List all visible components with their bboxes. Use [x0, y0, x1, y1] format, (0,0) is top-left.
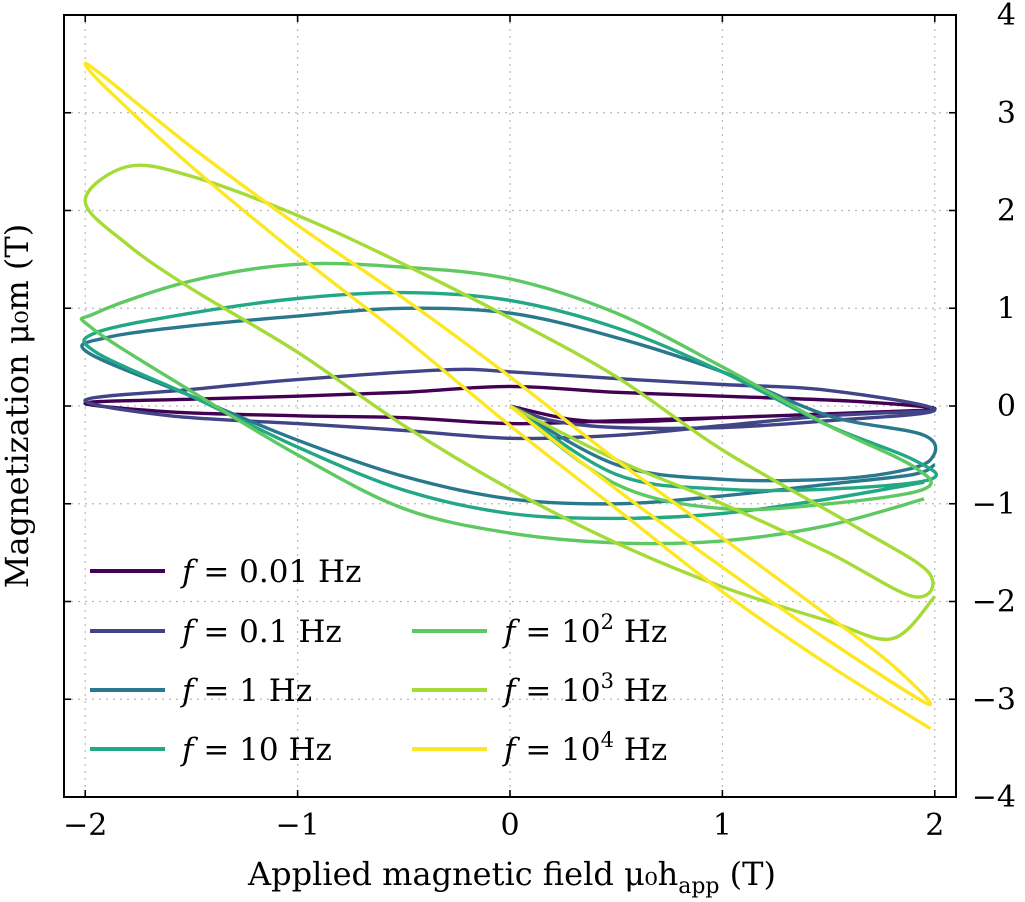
series-line-5: [83, 163, 937, 642]
y-tick-label: 3: [997, 96, 1016, 131]
x-axis-title: Applied magnetic field μ₀happ (T): [247, 855, 776, 899]
x-tick-label: −2: [63, 808, 107, 843]
x-tick-label: −1: [276, 808, 320, 843]
tick-labels: −2 −1 0 1 2 −4 −3 −2 −1 0 1 2 3 4: [63, 0, 1016, 843]
legend: f = 0.01 Hz f = 0.1 Hz f = 1 Hz f = 10 Hz f …: [90, 554, 667, 768]
legend-label: f = 104 Hz: [502, 728, 667, 768]
x-tick-label: 0: [500, 808, 519, 843]
y-tick-label: 2: [997, 194, 1016, 229]
legend-label: f = 103 Hz: [502, 669, 667, 709]
x-tick-label: 1: [713, 808, 732, 843]
legend-label: f = 10 Hz: [180, 732, 332, 768]
y-tick-label: −3: [972, 682, 1016, 717]
y-tick-label: −1: [972, 487, 1016, 522]
y-tick-label: −4: [972, 780, 1016, 815]
legend-label: f = 102 Hz: [502, 610, 667, 650]
axis-ticks: [64, 14, 956, 798]
series-line-4: [79, 261, 933, 546]
series-line-2: [80, 306, 938, 506]
legend-label: f = 0.01 Hz: [180, 554, 361, 590]
series-layer: [79, 61, 938, 731]
series-line-3: [82, 290, 938, 521]
series-line-6: [83, 61, 933, 731]
x-tick-label: 2: [925, 808, 944, 843]
legend-label: f = 1 Hz: [180, 673, 312, 709]
y-axis-title: Magnetization μ₀m (T): [0, 224, 36, 589]
y-tick-label: 0: [997, 389, 1016, 424]
y-tick-label: 1: [997, 291, 1016, 326]
y-tick-label: 4: [997, 0, 1016, 33]
legend-label: f = 0.1 Hz: [180, 614, 342, 650]
y-tick-label: −2: [972, 585, 1016, 620]
